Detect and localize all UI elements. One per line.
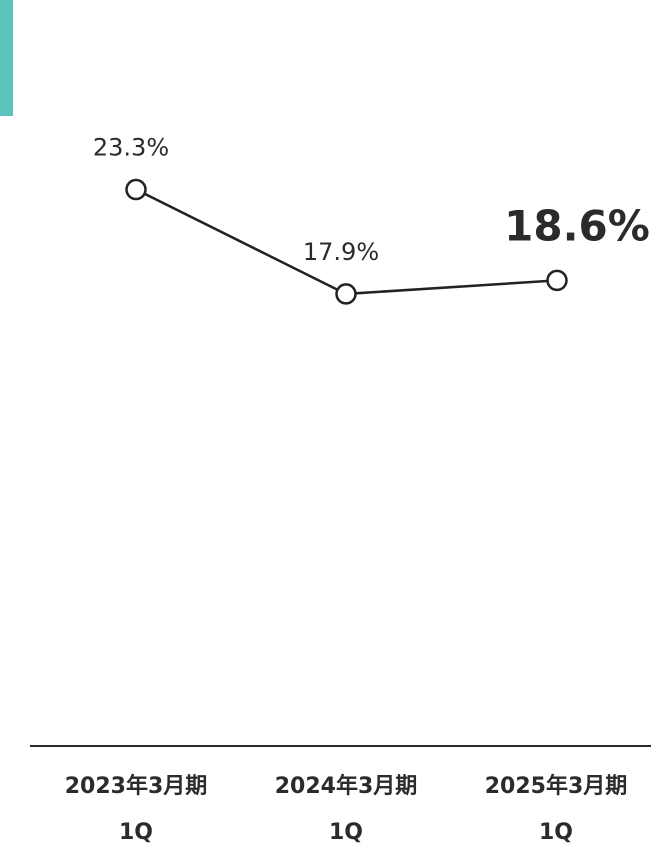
data-label-2: 18.6% — [504, 201, 650, 250]
data-point-1 — [335, 283, 357, 305]
data-label-1: 17.9% — [303, 238, 379, 266]
x-tick-label-0: 2023年3月期 1Q — [36, 764, 236, 856]
data-label-0: 23.3% — [93, 134, 169, 162]
x-tick-label-2-year: 2025年3月期 — [484, 774, 628, 799]
x-axis-baseline — [30, 745, 651, 747]
data-point-0 — [125, 178, 147, 201]
data-point-2 — [546, 269, 568, 292]
x-tick-label-0-quarter: 1Q — [118, 820, 153, 845]
x-tick-label-1-quarter: 1Q — [328, 820, 363, 845]
x-tick-label-2-quarter: 1Q — [538, 820, 573, 845]
x-tick-label-2: 2025年3月期 1Q — [456, 764, 651, 856]
x-tick-label-0-year: 2023年3月期 — [64, 774, 208, 799]
x-tick-label-1: 2024年3月期 1Q — [246, 764, 446, 856]
accent-bar — [0, 0, 13, 116]
x-tick-label-1-year: 2024年3月期 — [274, 774, 418, 799]
